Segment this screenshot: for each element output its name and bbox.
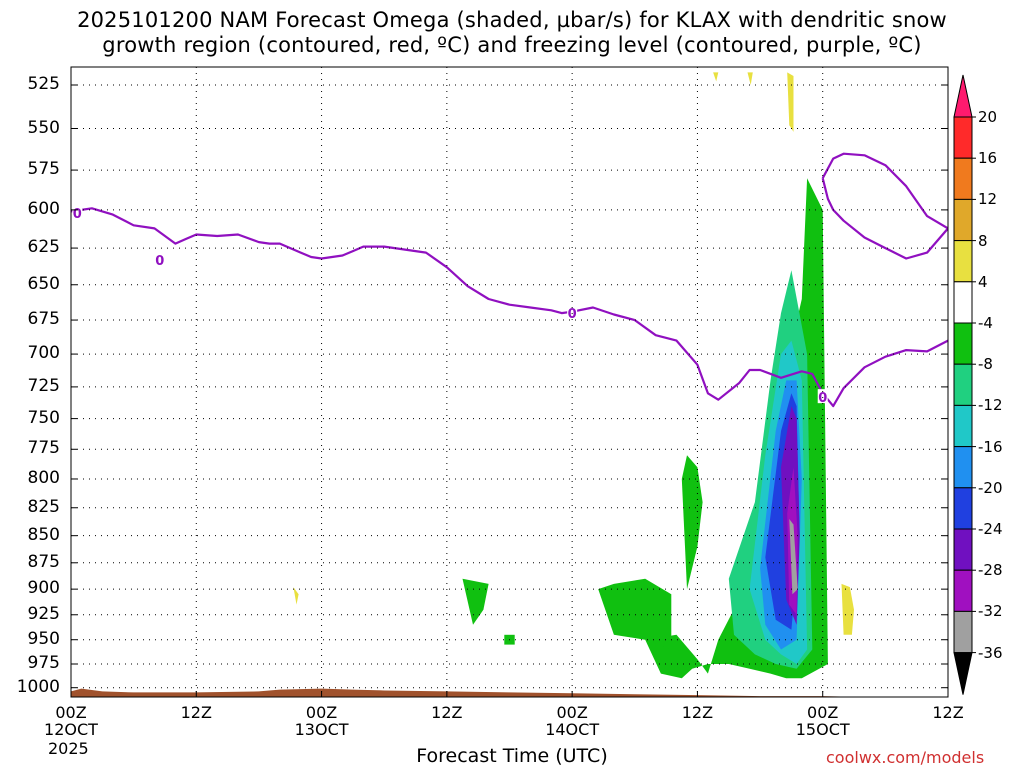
- colorbar-bottom-arrow: [953, 652, 973, 695]
- x-tick-label: 12Z: [667, 704, 727, 721]
- colorbar-segment-8: [953, 404, 973, 448]
- contour-label-3: 0: [818, 391, 827, 406]
- y-tick-label: 875: [27, 551, 60, 572]
- colorbar-label: -8: [978, 355, 993, 374]
- omega-region-3: [462, 578, 489, 625]
- colorbar-label: -12: [978, 396, 1003, 415]
- colorbar-label: -36: [978, 643, 1003, 662]
- freezing-level-upper-loop: [821, 152, 948, 260]
- colorbar-label: 4: [978, 272, 988, 291]
- y-tick-label: 750: [27, 407, 60, 428]
- y-tick-label: 950: [27, 628, 60, 649]
- x-tick-date: 12OCT: [44, 720, 98, 739]
- x-tick-time: 12Z: [180, 703, 212, 722]
- y-tick-label: 725: [27, 375, 60, 396]
- x-tick-time: 00Z: [807, 703, 839, 722]
- y-tick-label: 650: [27, 273, 60, 294]
- x-tick-time: 00Z: [305, 703, 338, 722]
- colorbar-segment-2: [953, 157, 973, 200]
- colorbar-label: -4: [978, 314, 993, 332]
- x-tick-date: 14OCT: [545, 720, 600, 739]
- y-tick-label: 900: [27, 578, 60, 599]
- x-tick-time: 00Z: [556, 703, 588, 722]
- x-tick-time: 00Z: [55, 703, 87, 722]
- colorbar-segment-11: [953, 528, 973, 571]
- terrain-fill: [71, 688, 948, 697]
- contour-label-bg-0: [72, 205, 83, 220]
- x-tick-label: 12Z: [417, 704, 477, 721]
- omega-region-14: [713, 72, 719, 82]
- x-tick-time: 12Z: [681, 703, 714, 722]
- contour-label-bg-1: [154, 251, 165, 266]
- y-tick-label: 525: [27, 73, 60, 94]
- plot-frame: [70, 66, 949, 698]
- colorbar-label: 8: [978, 231, 988, 250]
- colorbar-label: -28: [978, 561, 1003, 580]
- y-tick-label: 600: [27, 198, 60, 219]
- colorbar-segment-3: [953, 198, 973, 242]
- omega-region-15: [841, 583, 854, 635]
- y-tick-label: 975: [27, 653, 60, 673]
- y-tick-label: 675: [27, 309, 60, 330]
- colorbar-segment-6: [953, 322, 973, 365]
- omega-shading: 0 0 0 0: [71, 72, 948, 697]
- x-tick-date: 13OCT: [294, 720, 349, 739]
- colorbar-label: -16: [978, 437, 1003, 456]
- omega-region-12: [787, 72, 794, 132]
- y-tick-label: 700: [27, 343, 60, 364]
- x-tick-label: 12Z: [166, 704, 226, 721]
- colorbar-segment-1: [953, 116, 973, 159]
- colorbar-segment-9: [953, 446, 973, 489]
- omega-region-16: [293, 587, 299, 605]
- colorbar-segment-13: [953, 610, 973, 654]
- x-tick-time: 12Z: [431, 703, 463, 722]
- y-tick-label: 575: [27, 159, 60, 180]
- colorbar-label: 16: [978, 149, 998, 168]
- x-tick-label: 12Z: [918, 704, 978, 721]
- chart-title-line-1: 2025101200 NAM Forecast Omega (shaded, µ…: [77, 8, 947, 32]
- omega-region-11: [789, 519, 798, 595]
- y-tick-label: 550: [27, 117, 60, 138]
- colorbar-label: 20: [978, 108, 998, 126]
- credit-link[interactable]: coolwx.com/models: [826, 748, 985, 767]
- colorbar-segment-5: [953, 281, 973, 324]
- colorbar-label: -24: [978, 520, 1003, 538]
- colorbar-segment-4: [953, 240, 973, 283]
- omega-region-1: [681, 455, 703, 590]
- x-tick-label: 00Z 13OCT: [292, 704, 352, 738]
- omega-region-13: [747, 72, 753, 85]
- year-label: 2025: [48, 739, 89, 758]
- y-tick-label: 1000: [16, 676, 60, 697]
- contour-label-0: 0: [73, 207, 82, 222]
- omega-region-2: [598, 578, 672, 650]
- chart-title-line-2: growth region (contoured, red, ºC) and f…: [102, 33, 922, 57]
- colorbar-top-arrow: [953, 74, 973, 118]
- x-tick-time: 12Z: [932, 703, 964, 722]
- colorbar-segment-10: [953, 487, 973, 530]
- contour-label-2: 0: [568, 307, 577, 322]
- y-tick-label: 800: [27, 467, 60, 488]
- x-tick-date: 15OCT: [795, 720, 850, 739]
- x-axis-title: Forecast Time (UTC): [416, 745, 608, 767]
- colorbar-segment-12: [953, 569, 973, 612]
- contour-label-bg-3: [817, 389, 828, 404]
- x-tick-label: 00Z 12OCT: [41, 704, 101, 738]
- contour-label-bg-2: [567, 305, 578, 320]
- y-tick-label: 850: [27, 524, 60, 545]
- y-tick-label: 775: [27, 438, 60, 459]
- colorbar-label: -20: [978, 478, 1003, 497]
- y-tick-label: 825: [27, 496, 60, 517]
- colorbar-label: 12: [978, 190, 998, 209]
- colorbar-label: -32: [978, 602, 1003, 621]
- contour-label-1: 0: [155, 254, 164, 269]
- x-tick-label: 00Z 14OCT: [542, 704, 602, 738]
- y-tick-label: 625: [27, 237, 60, 258]
- colorbar-segment-7: [953, 363, 973, 406]
- x-tick-label: 00Z 15OCT: [793, 704, 853, 738]
- y-tick-label: 925: [27, 603, 60, 624]
- freezing-level-line: [71, 207, 948, 408]
